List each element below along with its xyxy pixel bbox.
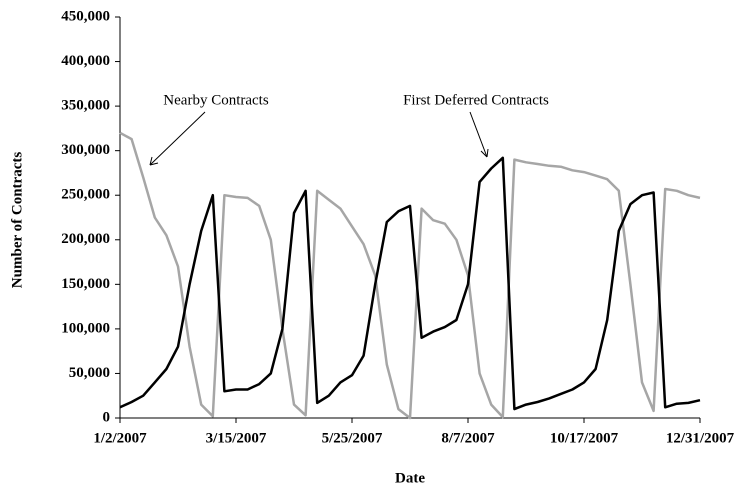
x-tick-label: 5/25/2007: [322, 430, 383, 446]
arrow-head: [480, 148, 489, 158]
y-tick-label: 450,000: [61, 8, 110, 24]
annotation: First Deferred Contracts: [403, 92, 549, 108]
annotation-arrow: [469, 111, 488, 158]
x-tick-label: 8/7/2007: [441, 430, 495, 446]
y-tick-label: 200,000: [61, 231, 110, 247]
x-tick-label: 3/15/2007: [206, 430, 267, 446]
arrow-head: [149, 156, 159, 166]
y-tick-label: 300,000: [61, 142, 110, 158]
x-axis-title: Date: [395, 470, 425, 486]
series-line: [119, 156, 701, 411]
series-line: [119, 131, 701, 420]
annotation: Nearby Contracts: [163, 92, 269, 108]
y-tick-label: 250,000: [61, 187, 110, 203]
x-tick-label: 10/17/2007: [550, 430, 619, 446]
y-tick-label: 350,000: [61, 98, 110, 114]
y-tick-label: 0: [103, 409, 111, 425]
y-tick-label: 100,000: [61, 320, 110, 336]
x-tick-label: 1/2/2007: [93, 430, 147, 446]
x-tick-label: 12/31/2007: [666, 430, 735, 446]
y-tick-label: 150,000: [61, 276, 110, 292]
annotation-arrow: [149, 111, 206, 166]
y-tick-label: 400,000: [61, 53, 110, 69]
y-tick-label: 50,000: [69, 365, 110, 381]
y-axis-title: Number of Contracts: [9, 152, 25, 289]
